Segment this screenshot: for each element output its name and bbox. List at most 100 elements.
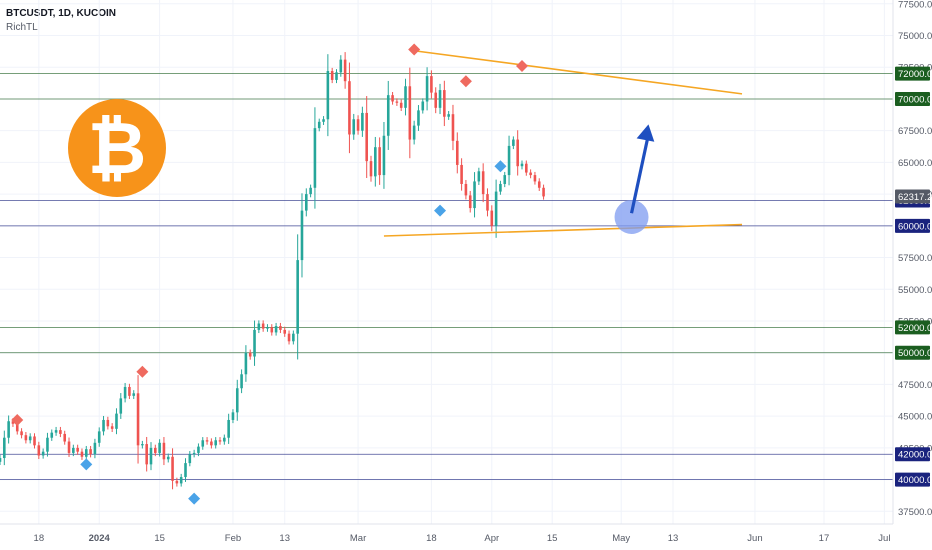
level-badge-label: 52000.0	[898, 323, 932, 334]
time-tick-label: Mar	[350, 533, 366, 544]
candle	[296, 260, 299, 334]
candle	[201, 440, 205, 447]
candle	[46, 437, 49, 452]
candle	[499, 183, 502, 192]
candle	[257, 323, 261, 330]
candlesticks	[0, 52, 545, 490]
candle	[464, 183, 468, 196]
candle	[93, 442, 97, 455]
candle	[123, 386, 127, 399]
symbol-title: BTCUSDT, 1D, KUCOIN	[6, 8, 117, 19]
candle	[184, 463, 187, 478]
candle	[171, 456, 174, 481]
candle	[179, 477, 183, 484]
candle	[434, 92, 438, 108]
level-badge-label: 50000.0	[898, 348, 932, 359]
candle	[240, 374, 243, 389]
time-tick-label: 13	[279, 533, 290, 544]
level-badge	[895, 218, 930, 233]
candle	[438, 90, 442, 108]
candle	[417, 110, 420, 126]
candle	[305, 194, 308, 211]
candle	[322, 119, 325, 122]
candle	[235, 388, 239, 413]
candle	[460, 164, 463, 184]
candle	[162, 442, 166, 460]
candle	[128, 386, 131, 396]
candle	[374, 147, 377, 177]
forecast-arrow[interactable]	[629, 134, 651, 214]
candle	[395, 101, 399, 103]
candle	[512, 139, 515, 146]
candle	[248, 352, 252, 357]
time-tick-label: 15	[547, 533, 558, 544]
candle	[166, 456, 170, 460]
candle	[261, 323, 265, 329]
candle	[391, 95, 394, 102]
candle	[468, 195, 472, 209]
pivot-high-marker	[136, 365, 149, 378]
candle	[11, 421, 15, 424]
time-tick-label: Apr	[484, 533, 499, 544]
candle	[223, 437, 226, 442]
candle	[287, 333, 291, 342]
candle	[188, 454, 192, 464]
pivot-low-marker	[80, 458, 93, 471]
candle	[0, 458, 2, 462]
candle	[494, 191, 498, 226]
candle	[507, 145, 511, 176]
price-tick-label: 47500.0	[898, 380, 932, 391]
price-axis[interactable]: 37500.042500.045000.047500.052500.055000…	[892, 0, 932, 550]
candle	[361, 112, 364, 131]
level-badge	[895, 66, 930, 81]
candle	[54, 430, 58, 433]
candle	[119, 398, 123, 414]
candle	[516, 139, 519, 167]
candle	[80, 451, 84, 457]
candle	[283, 329, 287, 334]
candle	[175, 480, 179, 484]
pivot-markers	[11, 43, 528, 505]
pivot-high-marker	[459, 75, 472, 88]
candle	[59, 430, 62, 434]
level-badge-label: 40000.0	[898, 475, 932, 486]
candle	[343, 59, 347, 82]
trendline[interactable]	[414, 49, 743, 95]
candle	[149, 447, 153, 465]
bitcoin-icon: ₿	[88, 106, 147, 190]
level-badge-label: 60000.0	[898, 221, 932, 232]
level-badge-label: 70000.0	[898, 94, 932, 105]
candle	[244, 352, 248, 375]
candle	[451, 114, 455, 141]
candle	[481, 171, 485, 195]
candle	[102, 419, 105, 432]
candle	[339, 59, 343, 73]
target-circle[interactable]	[614, 199, 649, 234]
candle	[477, 171, 481, 182]
candle	[197, 446, 200, 453]
candle	[335, 72, 338, 80]
candle	[533, 175, 537, 182]
price-tick-label: 65000.0	[898, 158, 932, 169]
candle	[270, 327, 274, 333]
candle	[210, 441, 213, 446]
candle	[253, 329, 256, 357]
candle	[421, 101, 425, 111]
candle	[3, 437, 6, 459]
candle	[317, 121, 321, 129]
time-tick-label: 2024	[89, 533, 111, 544]
price-tick-label: 37500.0	[898, 507, 932, 518]
trendlines	[383, 49, 743, 237]
candle	[141, 444, 144, 446]
time-axis[interactable]: 18 2024 15 Feb 13 Mar 18 Apr 15 May 13 Jun 17 Jul	[0, 523, 893, 544]
candle	[326, 71, 330, 120]
candle	[386, 95, 390, 136]
candle	[15, 423, 19, 432]
price-tick-label: 67500.0	[898, 126, 932, 137]
level-badge-label: 42000.0	[898, 450, 932, 461]
trendline[interactable]	[383, 223, 743, 237]
time-tick-label: 18	[426, 533, 437, 544]
candle	[382, 135, 386, 176]
forecast-arrow-head	[636, 124, 655, 142]
